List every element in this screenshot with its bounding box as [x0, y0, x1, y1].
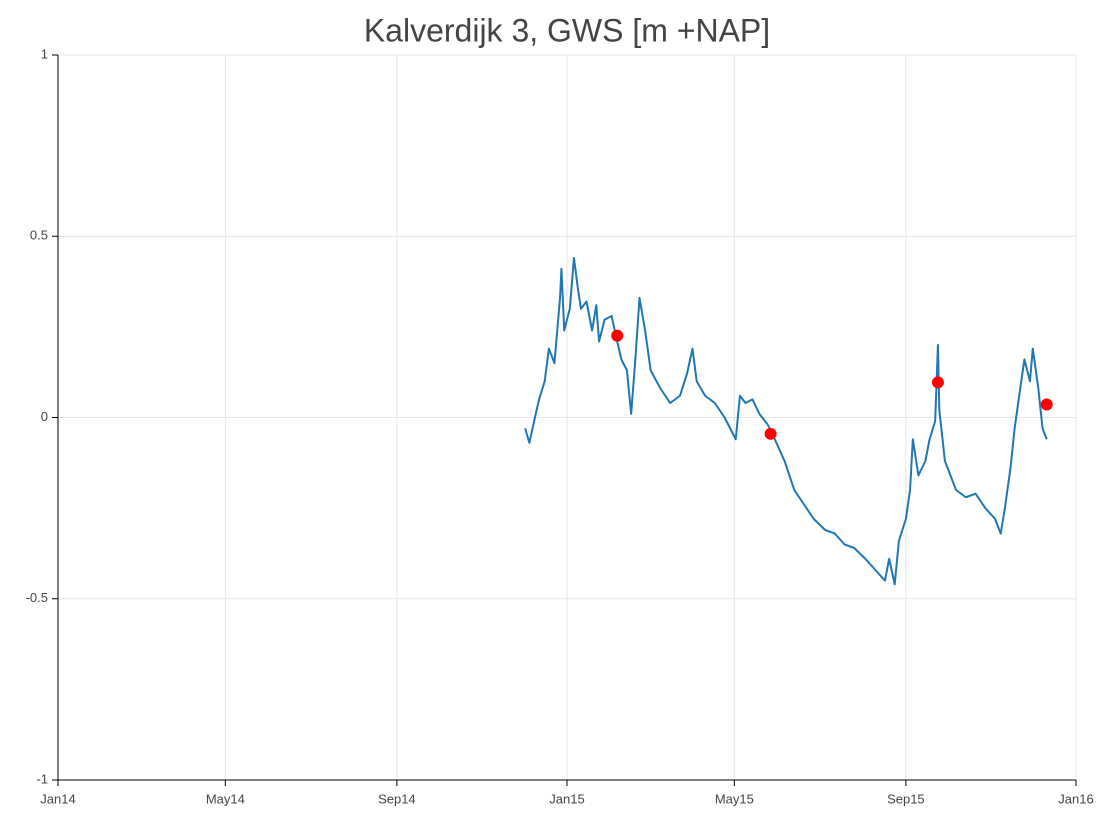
- x-tick-label: Jan14: [40, 791, 75, 806]
- data-point: [931, 376, 944, 389]
- x-tick-label: Jan16: [1058, 791, 1093, 806]
- x-tick-label: May15: [715, 791, 754, 806]
- y-tick-label: 0.5: [30, 228, 48, 243]
- y-tick-label: -0.5: [26, 590, 48, 605]
- chart-title: Kalverdijk 3, GWS [m +NAP]: [364, 12, 770, 48]
- x-tick-label: Sep15: [887, 791, 925, 806]
- y-tick-label: 1: [41, 46, 48, 61]
- data-line: [524, 257, 1048, 586]
- x-tick-label: May14: [206, 791, 245, 806]
- x-tick-label: Sep14: [378, 791, 416, 806]
- y-tick-label: 0: [41, 409, 48, 424]
- data-point: [1040, 398, 1053, 411]
- data-point: [764, 427, 777, 440]
- x-tick-label: Jan15: [549, 791, 584, 806]
- data-point: [611, 329, 624, 342]
- y-tick-label: -1: [36, 771, 48, 786]
